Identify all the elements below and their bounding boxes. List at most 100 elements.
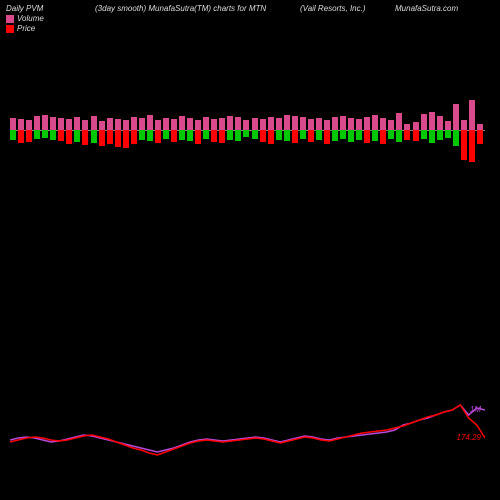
bar-upper <box>396 113 402 130</box>
bar-upper <box>74 117 80 130</box>
bar <box>292 85 298 175</box>
bar-upper <box>195 120 201 130</box>
bar-upper <box>227 116 233 130</box>
bar-upper <box>107 118 113 130</box>
bar-upper <box>421 114 427 130</box>
chart-legend: Volume Price <box>6 14 44 34</box>
bar-upper <box>469 100 475 130</box>
bar-lower <box>477 130 483 144</box>
bar-lower <box>219 130 225 143</box>
bar-upper <box>219 118 225 130</box>
title-left: Daily PVM <box>6 4 43 13</box>
bar-upper <box>276 118 282 130</box>
bar-upper <box>115 119 121 130</box>
bar-lower <box>453 130 459 146</box>
bar <box>34 85 40 175</box>
title-center: (3day smooth) MunafaSutra(TM) charts for… <box>95 4 266 13</box>
bar-upper <box>34 116 40 130</box>
bar-lower <box>348 130 354 142</box>
bar <box>364 85 370 175</box>
bar-lower <box>66 130 72 144</box>
bar-upper <box>316 118 322 130</box>
bar-upper <box>268 117 274 130</box>
bar-lower <box>332 130 338 141</box>
bar-upper <box>300 117 306 130</box>
bar-lower <box>243 130 249 137</box>
bar-lower <box>372 130 378 141</box>
volume-end-label: 1M <box>470 405 481 414</box>
bar-lower <box>203 130 209 139</box>
bar <box>139 85 145 175</box>
bar <box>219 85 225 175</box>
bar <box>316 85 322 175</box>
bar <box>179 85 185 175</box>
bar-lower <box>308 130 314 142</box>
bar-lower <box>179 130 185 140</box>
bar-upper <box>260 119 266 130</box>
bar-lower <box>300 130 306 139</box>
bar <box>453 85 459 175</box>
bar-lower <box>139 130 145 140</box>
bar-upper <box>364 117 370 130</box>
bar-upper <box>437 116 443 130</box>
bar <box>123 85 129 175</box>
bar <box>413 85 419 175</box>
bar-upper <box>91 116 97 130</box>
bar-lower <box>187 130 193 141</box>
bar <box>26 85 32 175</box>
bar-lower <box>107 130 113 144</box>
bar <box>445 85 451 175</box>
bar-upper <box>58 118 64 130</box>
bar <box>18 85 24 175</box>
bar-lower <box>421 130 427 139</box>
bar-lower <box>82 130 88 145</box>
bar-lower <box>461 130 467 160</box>
bar-upper <box>348 118 354 130</box>
bar-upper <box>429 112 435 130</box>
bar-lower <box>58 130 64 141</box>
bar-lower <box>364 130 370 143</box>
bar-lower <box>276 130 282 140</box>
bar <box>252 85 258 175</box>
line-path <box>10 405 485 452</box>
legend-price-label: Price <box>17 24 35 33</box>
bar-lower <box>195 130 201 144</box>
price-end-label: 174.29 <box>457 433 481 442</box>
bar-upper <box>252 118 258 130</box>
bar <box>171 85 177 175</box>
bar <box>235 85 241 175</box>
bar-lower <box>413 130 419 141</box>
bar-lower <box>147 130 153 141</box>
bar <box>74 85 80 175</box>
bar-lower <box>445 130 451 138</box>
bar <box>260 85 266 175</box>
bar <box>58 85 64 175</box>
bar-upper <box>292 116 298 130</box>
bar-lower <box>50 130 56 140</box>
legend-volume: Volume <box>6 14 44 23</box>
legend-volume-swatch <box>6 15 14 23</box>
bar <box>268 85 274 175</box>
bar-lower <box>171 130 177 142</box>
bar-upper <box>50 117 56 130</box>
bar <box>155 85 161 175</box>
bar-upper <box>26 120 32 130</box>
bar-upper <box>155 120 161 130</box>
bar-lower <box>235 130 241 141</box>
bar <box>469 85 475 175</box>
bar <box>115 85 121 175</box>
bar <box>380 85 386 175</box>
bar <box>195 85 201 175</box>
bar <box>332 85 338 175</box>
legend-price: Price <box>6 24 44 33</box>
bar-lower <box>155 130 161 143</box>
bar-lower <box>404 130 410 140</box>
bar-lower <box>380 130 386 144</box>
bar-upper <box>461 120 467 130</box>
bar <box>388 85 394 175</box>
bar-upper <box>445 121 451 130</box>
bar <box>66 85 72 175</box>
title-company: (Vail Resorts, Inc.) <box>300 4 366 13</box>
bar-upper <box>211 119 217 130</box>
bar-lower <box>10 130 16 140</box>
